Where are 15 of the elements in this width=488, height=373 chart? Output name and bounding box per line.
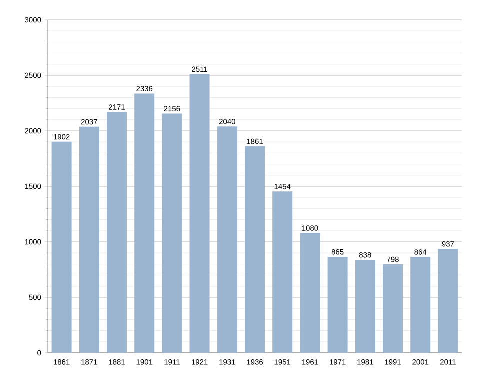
bar	[107, 112, 127, 354]
bar	[52, 142, 72, 354]
bar	[300, 233, 320, 354]
bar	[383, 264, 404, 354]
bar	[410, 257, 431, 354]
bar	[328, 256, 348, 354]
bar	[245, 146, 265, 354]
bar	[272, 192, 293, 354]
bar	[190, 74, 210, 354]
bar	[355, 260, 376, 354]
bar	[217, 126, 238, 354]
bar	[162, 114, 182, 354]
bar	[438, 248, 458, 354]
bar	[79, 126, 100, 354]
bar	[134, 94, 155, 354]
